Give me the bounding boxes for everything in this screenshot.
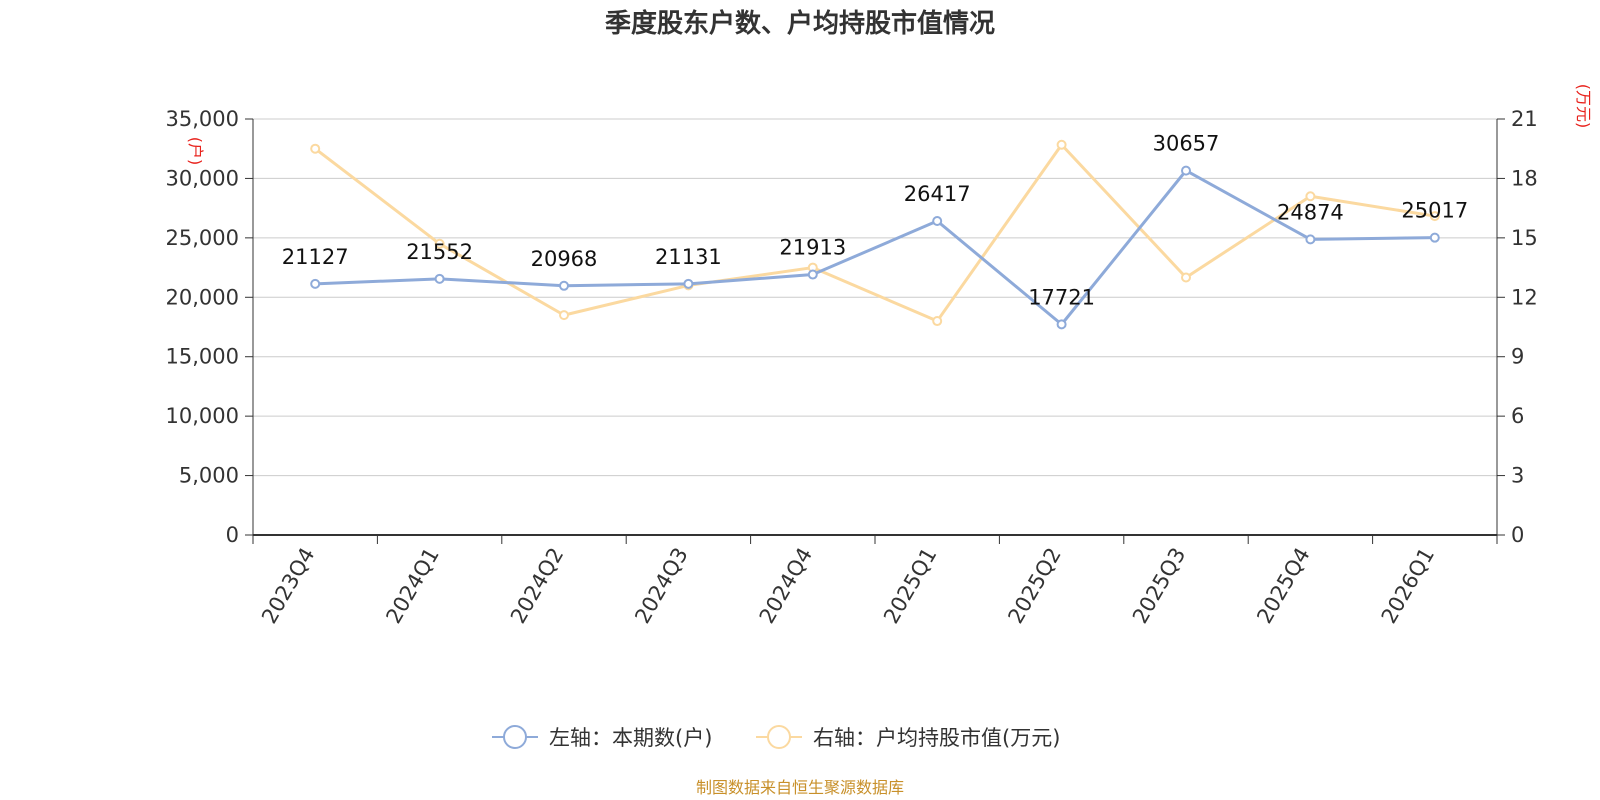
data-label: 21913 xyxy=(779,236,846,260)
data-point-left xyxy=(807,269,818,280)
data-point-left xyxy=(1429,232,1440,243)
legend-left-circle-icon xyxy=(503,725,527,749)
source-text: 制图数据来自恒生聚源数据库 xyxy=(696,778,904,797)
data-point-right xyxy=(434,238,445,249)
series-lines xyxy=(310,139,1440,330)
x-axis-tick-label: 2025Q3 xyxy=(1128,544,1190,628)
data-label: 21127 xyxy=(282,245,349,269)
x-axis-tick-label: 2025Q1 xyxy=(879,544,941,628)
series-line-right xyxy=(314,143,1436,323)
series-line-left xyxy=(315,169,1435,326)
data-point-right xyxy=(1056,139,1067,150)
right-axis-tick-label: 15 xyxy=(1511,226,1538,250)
x-axis-tick-label: 2025Q4 xyxy=(1252,544,1314,628)
data-label: 25017 xyxy=(1401,199,1468,223)
legend-item-left[interactable]: 左轴：本期数(户) xyxy=(492,725,712,750)
right-axis-unit: (万元) xyxy=(1574,84,1593,129)
data-labels: 21127 21552 20968 21131 21913 26417 17721 30657… xyxy=(282,132,1468,310)
left-axis-tick-label: 0 xyxy=(226,523,239,547)
data-point-right xyxy=(1181,272,1191,283)
data-point-right xyxy=(1429,211,1440,222)
data-label: 21131 xyxy=(655,245,722,269)
left-axis-tick-label: 35,000 xyxy=(166,107,239,131)
data-point-left xyxy=(1305,234,1316,245)
legend-right-circle-icon xyxy=(767,725,791,749)
legend-item-right[interactable]: 右轴：户均持股市值(万元) xyxy=(756,725,1060,750)
data-point-left xyxy=(932,216,943,227)
left-axis-tick-label: 10,000 xyxy=(166,404,239,428)
x-axis-tick-label: 2023Q4 xyxy=(257,544,319,628)
right-axis-tick-label: 0 xyxy=(1511,523,1524,547)
data-point-right xyxy=(1305,191,1316,202)
gridlines xyxy=(253,118,1497,477)
left-axis-unit: (户) xyxy=(186,137,205,166)
data-point-right xyxy=(310,143,321,154)
data-point-left xyxy=(434,273,445,284)
data-label: 26417 xyxy=(904,182,971,206)
left-axis-tick-label: 5,000 xyxy=(179,464,239,488)
data-label: 24874 xyxy=(1277,200,1344,224)
axes: 0 5,000 10,000 15,000 20,000 25,000 30,000 35,0… xyxy=(166,107,1538,628)
left-axis-tick-label: 25,000 xyxy=(166,226,239,250)
data-point-left xyxy=(683,278,694,289)
data-label: 17721 xyxy=(1028,285,1095,309)
data-label: 20968 xyxy=(531,247,598,271)
x-axis-tick-label: 2024Q4 xyxy=(755,544,817,628)
data-point-left xyxy=(559,280,569,291)
data-point-right xyxy=(932,316,943,327)
left-axis-tick-label: 20,000 xyxy=(166,285,239,309)
legend: 左轴：本期数(户) 右轴：户均持股市值(万元) xyxy=(492,725,1060,750)
right-axis-tick-label: 3 xyxy=(1511,464,1524,488)
x-axis-tick-label: 2024Q3 xyxy=(630,544,692,628)
left-axis-tick-label: 15,000 xyxy=(166,345,239,369)
right-axis-tick-label: 12 xyxy=(1511,285,1538,309)
chart-title: 季度股东户数、户均持股市值情况 xyxy=(605,8,995,39)
data-point-right xyxy=(559,310,569,321)
right-axis-tick-label: 18 xyxy=(1511,166,1538,190)
right-axis-tick-label: 9 xyxy=(1511,345,1524,369)
x-axis-tick-label: 2025Q2 xyxy=(1003,544,1065,628)
data-label: 21552 xyxy=(406,240,473,264)
x-axis-tick-label: 2024Q1 xyxy=(381,544,443,628)
right-axis-tick-label: 6 xyxy=(1511,404,1524,428)
data-point-left xyxy=(310,278,321,289)
left-axis-tick-label: 30,000 xyxy=(166,166,239,190)
data-point-left xyxy=(1181,165,1191,176)
legend-left-label: 左轴：本期数(户) xyxy=(549,726,712,750)
right-axis-tick-label: 21 xyxy=(1511,107,1538,131)
x-axis-tick-label: 2024Q2 xyxy=(506,544,568,628)
legend-right-label: 右轴：户均持股市值(万元) xyxy=(813,726,1060,750)
x-axis-tick-label: 2026Q1 xyxy=(1377,544,1439,628)
data-label: 30657 xyxy=(1153,132,1220,156)
data-point-left xyxy=(1056,319,1067,330)
